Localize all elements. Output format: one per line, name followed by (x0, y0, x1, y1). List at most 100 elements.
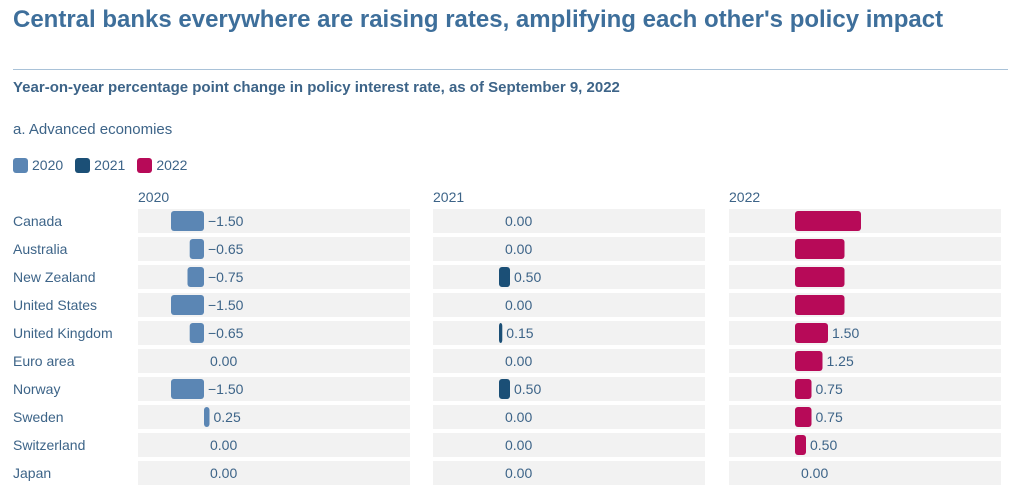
row-background-2022-japan (729, 461, 1001, 485)
data-label-2021-japan: 0.00 (505, 465, 532, 481)
data-label-2022-euro-area: 1.25 (827, 353, 854, 369)
bar-2021-norway (499, 379, 510, 399)
legend-label-2021: 2021 (94, 157, 126, 173)
legend-swatch-2022 (137, 157, 153, 173)
chart-subtitle: Year-on-year percentage point change in … (13, 79, 620, 96)
bar-2020-united-kingdom (189, 323, 204, 343)
category-label-united-kingdom: United Kingdom (13, 325, 113, 341)
category-label-switzerland: Switzerland (13, 437, 85, 453)
data-label-2020-new-zealand: −0.75 (208, 269, 244, 285)
bar-2022-australia (795, 239, 845, 259)
data-label-2021-united-states: 0.00 (505, 297, 532, 313)
bar-2020-new-zealand (187, 267, 204, 287)
row-background-2021-sweden (433, 405, 705, 429)
data-label-2020-sweden: 0.25 (214, 409, 241, 425)
data-label-2022-switzerland: 0.50 (810, 437, 837, 453)
bar-2022-switzerland (795, 435, 806, 455)
bar-2022-sweden (795, 407, 812, 427)
row-background-2022-united-kingdom (729, 321, 1001, 345)
row-background-2021-new-zealand (433, 265, 705, 289)
panel-header-2020: 2020 (138, 189, 169, 205)
row-background-2020-japan (138, 461, 410, 485)
bar-2020-australia (189, 239, 204, 259)
bar-2020-norway (171, 379, 204, 399)
bar-2021-new-zealand (499, 267, 510, 287)
bar-2021-united-kingdom (499, 323, 503, 343)
row-background-2020-united-kingdom (138, 321, 410, 345)
row-background-2021-united-kingdom (433, 321, 705, 345)
data-label-2021-canada: 0.00 (505, 213, 532, 229)
data-label-2020-canada: −1.50 (208, 213, 244, 229)
row-background-2022-australia (729, 237, 1001, 261)
panel-header-2022: 2022 (729, 189, 760, 205)
row-background-2022-united-states (729, 293, 1001, 317)
bar-2022-norway (795, 379, 812, 399)
legend-label-2020: 2020 (32, 157, 64, 173)
bar-2022-new-zealand (795, 267, 845, 287)
panel-header-2021: 2021 (433, 189, 464, 205)
category-label-new-zealand: New Zealand (13, 269, 96, 285)
legend-label-2022: 2022 (156, 157, 188, 173)
row-background-2022-sweden (729, 405, 1001, 429)
legend-item-2022: 2022 (137, 157, 187, 173)
bar-2022-canada (795, 211, 861, 231)
data-label-2022-sweden: 0.75 (816, 409, 843, 425)
data-label-2020-switzerland: 0.00 (210, 437, 237, 453)
category-label-canada: Canada (13, 213, 62, 229)
row-background-2022-switzerland (729, 433, 1001, 457)
panel-label: a. Advanced economies (13, 121, 173, 138)
data-label-2022-japan: 0.00 (801, 465, 828, 481)
row-background-2022-new-zealand (729, 265, 1001, 289)
category-label-japan: Japan (13, 465, 51, 481)
legend-item-2021: 2021 (75, 157, 125, 173)
data-label-2021-norway: 0.50 (514, 381, 541, 397)
bar-2020-sweden (204, 407, 210, 427)
row-background-2022-norway (729, 377, 1001, 401)
data-label-2020-united-states: −1.50 (208, 297, 244, 313)
legend: 2020 2021 2022 (13, 155, 187, 175)
legend-swatch-2020 (13, 157, 28, 173)
data-label-2020-united-kingdom: −0.65 (208, 325, 244, 341)
row-background-2020-euro-area (138, 349, 410, 373)
data-label-2021-switzerland: 0.00 (505, 437, 532, 453)
title-divider (13, 69, 1008, 70)
category-label-united-states: United States (13, 297, 97, 313)
data-label-2021-united-kingdom: 0.15 (506, 325, 533, 341)
row-background-2020-sweden (138, 405, 410, 429)
row-background-2021-canada (433, 209, 705, 233)
row-background-2021-euro-area (433, 349, 705, 373)
legend-item-2020: 2020 (13, 157, 63, 173)
row-background-2022-euro-area (729, 349, 1001, 373)
bar-2022-euro-area (795, 351, 823, 371)
category-label-euro-area: Euro area (13, 353, 75, 369)
data-label-2021-sweden: 0.00 (505, 409, 532, 425)
row-background-2021-switzerland (433, 433, 705, 457)
data-label-2021-new-zealand: 0.50 (514, 269, 541, 285)
data-label-2020-australia: −0.65 (208, 241, 244, 257)
bar-2022-united-states (795, 295, 845, 315)
data-label-2021-euro-area: 0.00 (505, 353, 532, 369)
row-background-2021-norway (433, 377, 705, 401)
row-background-2020-australia (138, 237, 410, 261)
data-label-2022-norway: 0.75 (816, 381, 843, 397)
legend-swatch-2021 (75, 157, 91, 173)
chart-title: Central banks everywhere are raising rat… (13, 6, 944, 33)
data-label-2020-norway: −1.50 (208, 381, 244, 397)
category-label-australia: Australia (13, 241, 68, 257)
bar-2020-united-states (171, 295, 204, 315)
row-background-2021-australia (433, 237, 705, 261)
row-background-2020-switzerland (138, 433, 410, 457)
row-background-2021-united-states (433, 293, 705, 317)
category-label-sweden: Sweden (13, 409, 64, 425)
bar-2022-united-kingdom (795, 323, 828, 343)
category-label-norway: Norway (13, 381, 60, 397)
data-label-2020-japan: 0.00 (210, 465, 237, 481)
data-label-2021-australia: 0.00 (505, 241, 532, 257)
row-background-2020-new-zealand (138, 265, 410, 289)
bar-2020-canada (171, 211, 204, 231)
row-background-2021-japan (433, 461, 705, 485)
row-background-2022-canada (729, 209, 1001, 233)
data-label-2020-euro-area: 0.00 (210, 353, 237, 369)
data-label-2022-united-kingdom: 1.50 (832, 325, 859, 341)
